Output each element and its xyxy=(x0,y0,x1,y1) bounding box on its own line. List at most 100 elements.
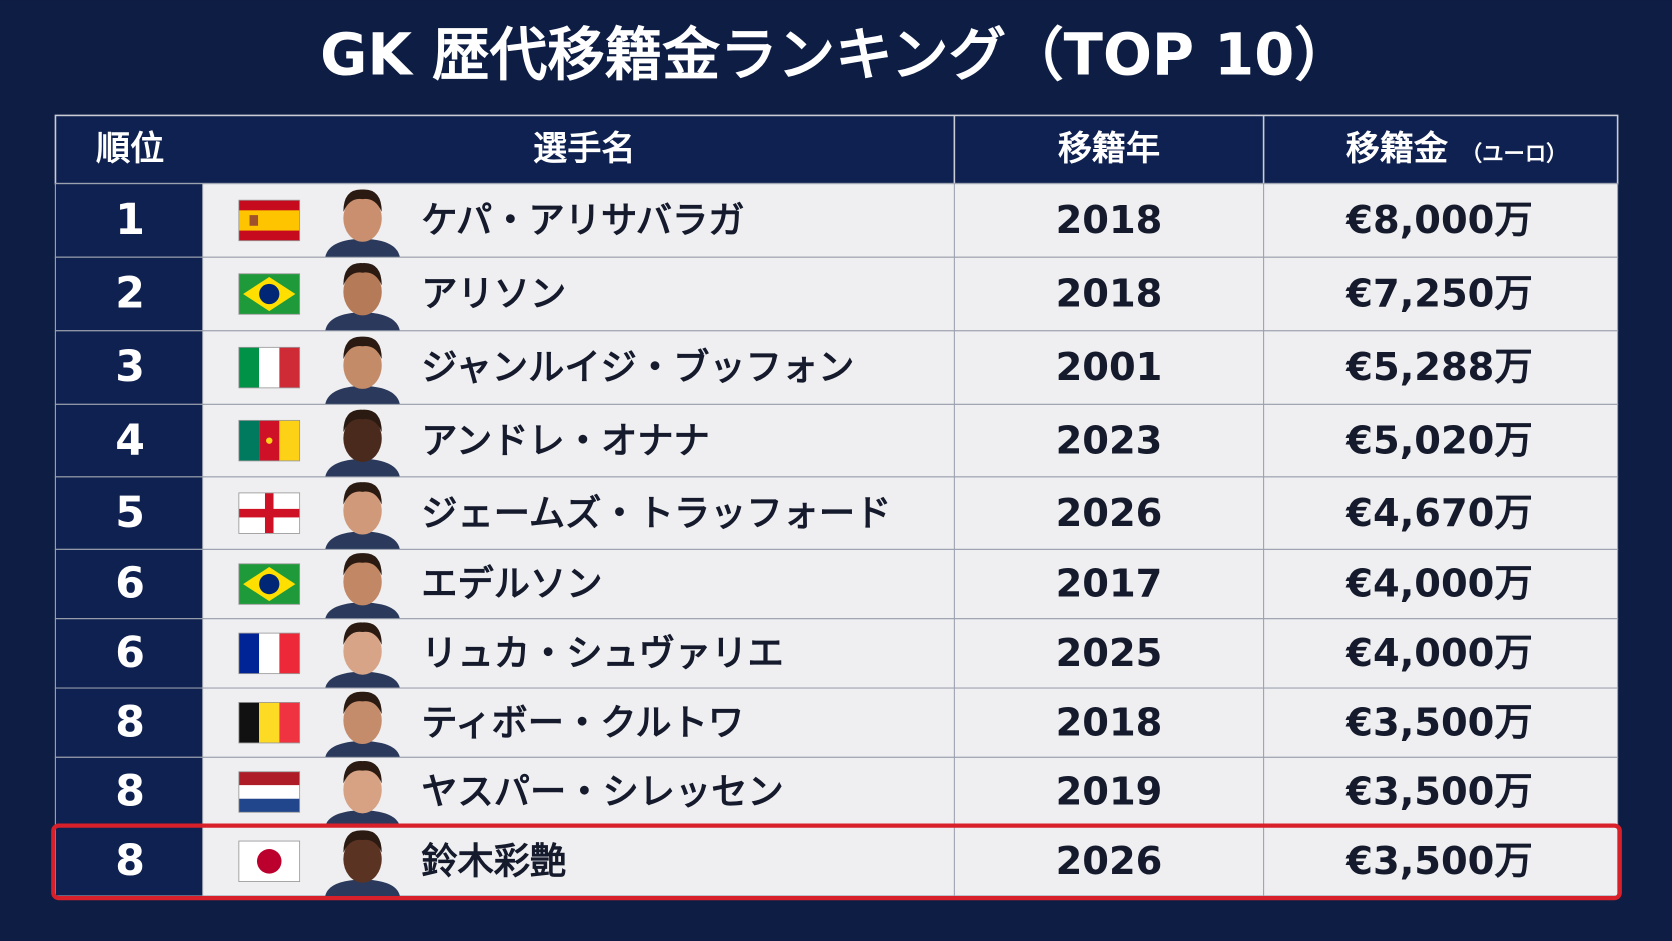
header-unit: （ユーロ） xyxy=(1461,142,1568,167)
player-photo xyxy=(325,761,400,827)
rank-cell xyxy=(54,618,204,689)
player-name: 鈴木彩艶 xyxy=(421,839,566,882)
flag-part xyxy=(238,420,260,461)
flag-part xyxy=(249,215,259,226)
flag-part xyxy=(259,633,280,674)
player-face xyxy=(343,627,382,675)
player-face xyxy=(343,835,382,883)
player-photo xyxy=(325,263,400,331)
flag-part xyxy=(259,702,280,743)
rank: 6 xyxy=(115,559,145,609)
flag-border xyxy=(238,199,301,242)
player-shoulders xyxy=(325,385,400,405)
flag-border xyxy=(238,840,301,882)
player-face xyxy=(343,415,382,462)
row-background xyxy=(54,618,1619,689)
player-photo xyxy=(325,336,400,405)
highlight-border xyxy=(51,823,1622,901)
flag xyxy=(238,701,301,744)
flag-border xyxy=(238,771,301,813)
flag-part xyxy=(279,347,300,388)
player-photo xyxy=(325,691,400,758)
player-photo xyxy=(325,409,400,477)
flag xyxy=(238,419,301,462)
transfer-fee: €5,288万 xyxy=(1345,345,1532,390)
flag-border xyxy=(238,632,301,675)
player-hair xyxy=(343,336,382,360)
player-name: ヤスパー・シレッセン xyxy=(421,770,784,813)
player-shoulders xyxy=(325,458,400,477)
flag xyxy=(238,632,301,675)
player-shoulders xyxy=(325,602,400,619)
player-name: リュカ・シュヴァリエ xyxy=(421,632,784,675)
player-shoulders xyxy=(325,238,400,258)
flag-part xyxy=(238,210,300,231)
player-name: ジェームズ・トラッフォード xyxy=(421,491,891,534)
player-face xyxy=(343,558,382,606)
player-face xyxy=(343,194,382,242)
flag-part xyxy=(259,573,280,595)
transfer-year: 2018 xyxy=(1056,700,1163,745)
header-row xyxy=(54,114,1619,185)
transfer-year: 2026 xyxy=(1056,491,1163,536)
player-hair xyxy=(343,409,382,433)
player-photo xyxy=(325,830,400,896)
flag xyxy=(238,492,301,534)
player-name: ケパ・アリサバラガ xyxy=(421,199,744,242)
player-face xyxy=(343,342,382,389)
flag xyxy=(238,563,301,605)
player-hair xyxy=(343,482,382,505)
player-face xyxy=(343,268,382,316)
flag-border xyxy=(238,419,301,462)
player-name: エデルソン xyxy=(421,562,602,605)
transfer-fee: €8,000万 xyxy=(1345,198,1532,243)
flag-border xyxy=(238,701,301,744)
transfer-year: 2018 xyxy=(1056,272,1163,317)
rank: 4 xyxy=(115,415,145,465)
player-photo xyxy=(325,553,400,619)
rank: 6 xyxy=(115,628,145,678)
rank-cell xyxy=(54,476,204,550)
transfer-year: 2018 xyxy=(1056,198,1163,243)
player-shoulders xyxy=(325,810,400,827)
rank-cell xyxy=(54,256,204,332)
flag xyxy=(238,346,301,389)
player-name: ティボー・クルトワ xyxy=(421,701,744,744)
flag-part xyxy=(259,347,280,388)
rank-cell xyxy=(54,183,204,258)
rank: 2 xyxy=(115,269,145,319)
player-photo xyxy=(325,622,400,689)
transfer-fee: €3,500万 xyxy=(1345,700,1532,745)
player-shoulders xyxy=(325,312,400,331)
header-cell: 移籍金 xyxy=(1346,129,1449,169)
flag-part xyxy=(238,633,260,674)
flag-part xyxy=(279,633,300,674)
transfer-fee: €4,000万 xyxy=(1345,631,1532,676)
header-cell: 移籍年 xyxy=(1058,129,1160,169)
flag-part xyxy=(279,702,300,743)
player-hair xyxy=(343,691,382,715)
flag-part xyxy=(238,508,300,518)
flag xyxy=(238,771,301,813)
row-background xyxy=(54,756,1619,828)
transfer-year: 2025 xyxy=(1056,631,1163,676)
flag-border xyxy=(238,273,301,315)
flag xyxy=(238,199,301,242)
flag xyxy=(238,840,301,882)
player-face xyxy=(343,766,382,814)
player-hair xyxy=(343,761,382,784)
player-photo xyxy=(325,482,400,550)
player-name: アンドレ・オナナ xyxy=(421,419,710,462)
flag-part xyxy=(266,437,273,444)
transfer-fee: €4,000万 xyxy=(1345,562,1532,607)
player-face xyxy=(343,697,382,745)
rank-cell xyxy=(54,330,204,405)
transfer-year: 2001 xyxy=(1056,345,1163,390)
title: GK 歴代移籍金ランキング（TOP 10） xyxy=(320,22,1352,89)
player-hair xyxy=(343,622,382,645)
flag-part xyxy=(259,283,280,305)
rank: 5 xyxy=(115,488,145,538)
player-hair xyxy=(343,189,382,212)
player-shoulders xyxy=(325,740,400,758)
